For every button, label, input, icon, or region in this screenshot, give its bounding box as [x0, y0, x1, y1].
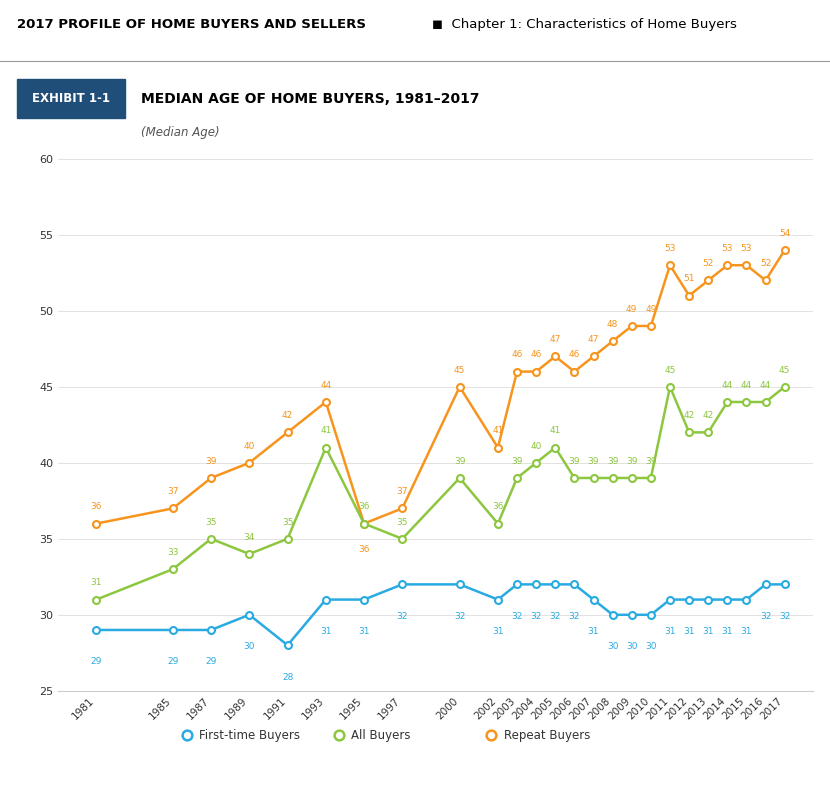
- Text: 30: 30: [626, 642, 637, 651]
- Text: 42: 42: [703, 411, 714, 420]
- Text: 39: 39: [588, 457, 599, 466]
- Text: 45: 45: [664, 365, 676, 375]
- Text: 33: 33: [167, 548, 178, 557]
- Text: ◼  Chapter 1: Characteristics of Home Buyers: ◼ Chapter 1: Characteristics of Home Buy…: [432, 18, 736, 31]
- Text: 36: 36: [359, 545, 370, 554]
- Text: 31: 31: [359, 627, 370, 636]
- Text: 36: 36: [492, 503, 504, 511]
- Text: 31: 31: [664, 627, 676, 636]
- Text: 30: 30: [607, 642, 618, 651]
- Text: 31: 31: [492, 627, 504, 636]
- Text: 39: 39: [454, 457, 466, 466]
- Text: 35: 35: [282, 518, 293, 526]
- Text: 45: 45: [454, 365, 466, 375]
- Text: Repeat Buyers: Repeat Buyers: [504, 729, 590, 742]
- Text: 53: 53: [740, 244, 752, 253]
- Text: 52: 52: [702, 259, 714, 268]
- Text: 32: 32: [530, 611, 542, 621]
- Text: 34: 34: [244, 533, 255, 542]
- Text: 30: 30: [645, 642, 657, 651]
- Text: 31: 31: [90, 578, 102, 588]
- Text: 48: 48: [607, 320, 618, 329]
- Text: 39: 39: [511, 457, 523, 466]
- Text: 47: 47: [549, 335, 561, 345]
- Text: 51: 51: [683, 275, 695, 283]
- Text: 46: 46: [530, 350, 542, 360]
- Text: 42: 42: [282, 411, 293, 420]
- Text: 39: 39: [569, 457, 580, 466]
- Text: 45: 45: [779, 365, 790, 375]
- Text: 36: 36: [359, 503, 370, 511]
- Text: 53: 53: [721, 244, 733, 253]
- Text: (Median Age): (Median Age): [141, 125, 220, 139]
- Text: 32: 32: [779, 611, 790, 621]
- Text: 31: 31: [683, 627, 695, 636]
- Text: 39: 39: [645, 457, 657, 466]
- Text: 31: 31: [320, 627, 331, 636]
- Text: 28: 28: [282, 673, 293, 681]
- Text: 39: 39: [607, 457, 618, 466]
- Text: 32: 32: [549, 611, 561, 621]
- Text: 40: 40: [530, 441, 542, 451]
- Text: 31: 31: [740, 627, 752, 636]
- Text: 31: 31: [702, 627, 714, 636]
- Text: 35: 35: [205, 518, 217, 526]
- Text: 32: 32: [760, 611, 771, 621]
- Text: 2017 PROFILE OF HOME BUYERS AND SELLERS: 2017 PROFILE OF HOME BUYERS AND SELLERS: [17, 18, 365, 31]
- Text: First-time Buyers: First-time Buyers: [199, 729, 300, 742]
- Text: 36: 36: [90, 503, 102, 511]
- Text: 29: 29: [167, 657, 178, 666]
- Text: 32: 32: [569, 611, 580, 621]
- Text: 49: 49: [645, 305, 657, 314]
- Text: MEDIAN AGE OF HOME BUYERS, 1981–2017: MEDIAN AGE OF HOME BUYERS, 1981–2017: [141, 91, 480, 106]
- Text: 41: 41: [549, 426, 561, 435]
- Text: 32: 32: [511, 611, 523, 621]
- Text: 39: 39: [626, 457, 637, 466]
- Text: 44: 44: [320, 381, 331, 390]
- Text: 49: 49: [626, 305, 637, 314]
- FancyBboxPatch shape: [17, 79, 124, 118]
- Text: 44: 44: [760, 381, 771, 390]
- Text: 29: 29: [205, 657, 217, 666]
- Text: EXHIBIT 1-1: EXHIBIT 1-1: [32, 92, 110, 105]
- Text: 31: 31: [721, 627, 733, 636]
- Text: 53: 53: [664, 244, 676, 253]
- Text: 37: 37: [167, 488, 178, 496]
- Text: 46: 46: [569, 350, 580, 360]
- Text: 31: 31: [588, 627, 599, 636]
- Text: 52: 52: [760, 259, 771, 268]
- Text: 32: 32: [397, 611, 408, 621]
- Text: 44: 44: [722, 381, 733, 390]
- Text: 41: 41: [492, 426, 504, 435]
- Text: 29: 29: [90, 657, 102, 666]
- Text: All Buyers: All Buyers: [351, 729, 411, 742]
- Text: 41: 41: [320, 426, 331, 435]
- Text: 35: 35: [397, 518, 408, 526]
- Text: 30: 30: [243, 642, 255, 651]
- Text: 39: 39: [205, 457, 217, 466]
- Text: 42: 42: [683, 411, 695, 420]
- Text: 44: 44: [741, 381, 752, 390]
- Text: 40: 40: [244, 441, 255, 451]
- Text: 46: 46: [511, 350, 523, 360]
- Text: 54: 54: [779, 229, 790, 238]
- Text: 37: 37: [397, 488, 408, 496]
- Text: 47: 47: [588, 335, 599, 345]
- Text: 32: 32: [454, 611, 466, 621]
